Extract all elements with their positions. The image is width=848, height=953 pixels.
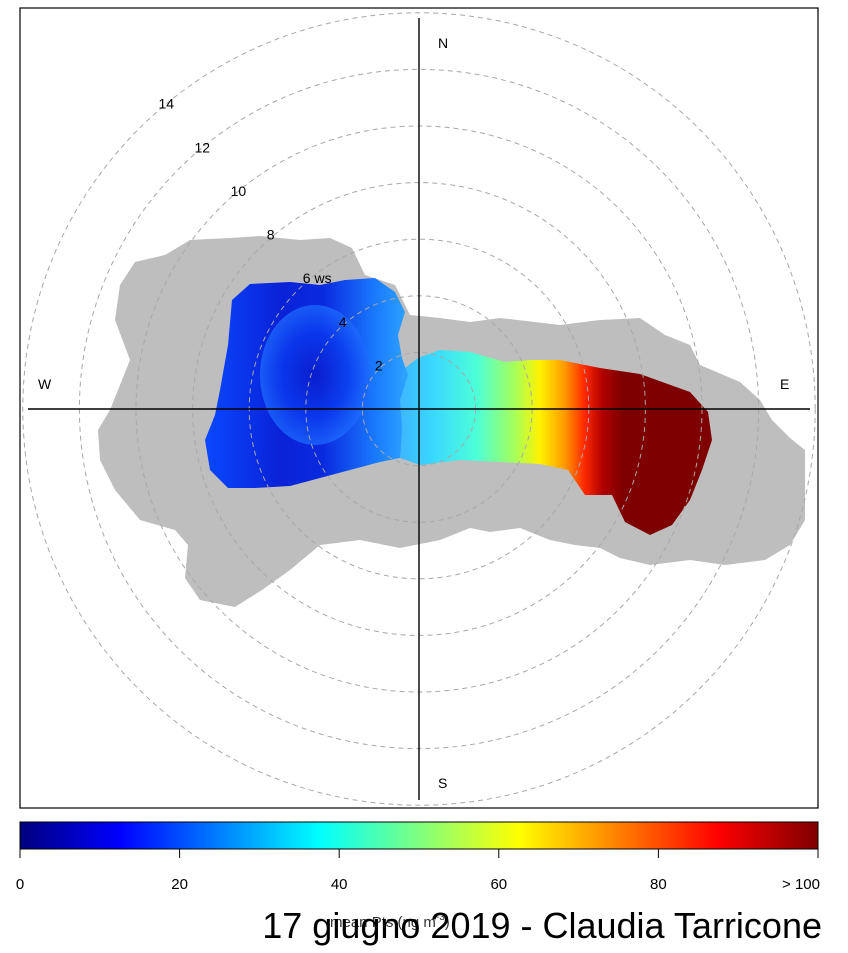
east-label: E [780,376,789,392]
ring-label-8: 8 [267,227,275,243]
ring-14 [22,12,816,806]
west-core [260,305,370,445]
ring-label-2: 2 [375,357,383,373]
ring-label-6: 6 ws [303,270,332,286]
ring-label-12: 12 [195,139,211,155]
ring-label-14: 14 [159,96,175,112]
colorbar-tick-label: 0 [16,876,24,893]
footer-caption: 17 giugno 2019 - Claudia Tarricone [262,905,822,946]
colorbar-tick-label: 20 [171,876,188,893]
ring-label-10: 10 [231,183,247,199]
colorbar-tick-label: 80 [650,876,667,893]
colorbar-ticks: 0 20 40 60 80 > 100 [16,849,820,893]
colorbar-title: mean Pts (ng m-3) [330,912,450,931]
colorbar-tick-label: > 100 [782,876,820,893]
ring-labels: 2 4 6 ws 8 10 12 14 [159,96,383,374]
ring-label-4: 4 [339,314,347,330]
south-label: S [438,775,447,791]
west-label: W [38,376,52,392]
colorbar [19,821,819,850]
north-label: N [438,35,448,51]
colorbar-tick-label: 60 [490,876,507,893]
colorbar-tick-label: 40 [331,876,348,893]
